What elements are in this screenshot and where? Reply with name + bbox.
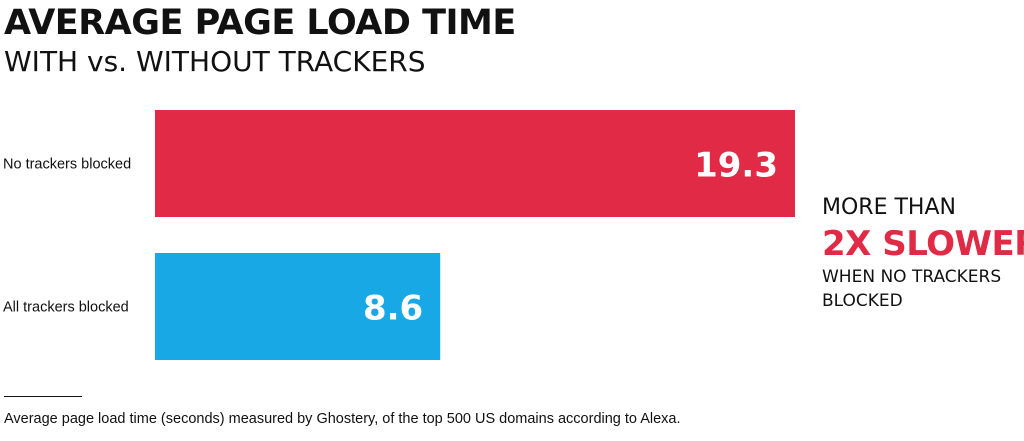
chart-title: AVERAGE PAGE LOAD TIME <box>4 3 516 43</box>
comparison-callout: MORE THAN 2X SLOWER WHEN NO TRACKERS BLO… <box>822 193 1024 313</box>
category-label: All trackers blocked <box>3 300 129 316</box>
value-label: 8.6 <box>363 289 423 329</box>
bar-0 <box>155 110 795 217</box>
callout-line-3: WHEN NO TRACKERS BLOCKED <box>822 267 1002 311</box>
callout-highlight: 2X SLOWER <box>822 224 1024 264</box>
callout-line-1: MORE THAN <box>822 195 956 220</box>
chart-subtitle: WITH vs. WITHOUT TRACKERS <box>4 45 426 78</box>
footnote-divider <box>4 396 82 397</box>
footnote: Average page load time (seconds) measure… <box>4 411 681 427</box>
bar-1 <box>155 253 441 360</box>
value-label: 19.3 <box>694 146 778 186</box>
category-label: No trackers blocked <box>3 157 131 173</box>
